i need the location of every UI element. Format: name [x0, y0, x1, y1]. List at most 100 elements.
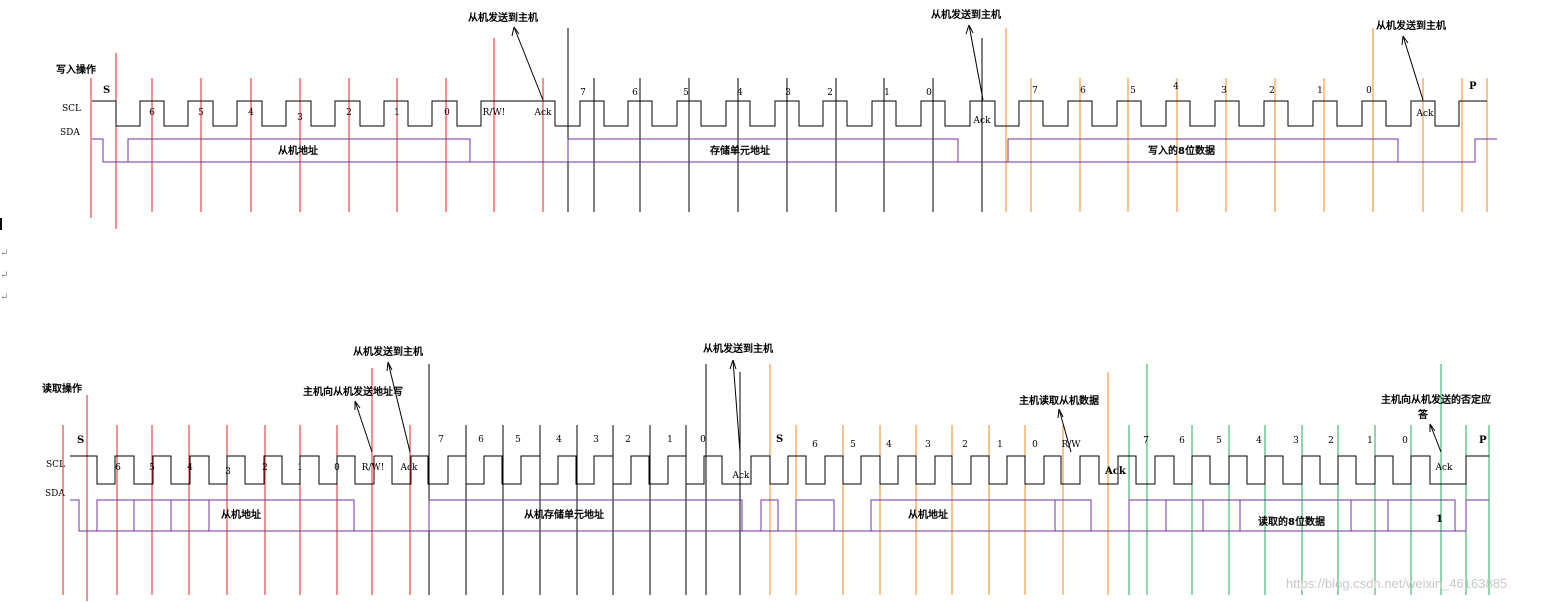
bit-label: 7 — [580, 88, 586, 98]
paragraph-mark: ↵ — [0, 248, 8, 259]
bit-label: Ack — [973, 116, 992, 126]
bit-label: 0 — [334, 463, 340, 473]
bit-label: 4 — [1256, 436, 1262, 446]
sda-baseline — [70, 499, 1489, 532]
annotation-text-line-2: 答 — [1417, 408, 1429, 421]
bit-label: Ack — [534, 108, 553, 118]
bit-label: R/W — [1061, 440, 1081, 450]
read-annotation-master-nack: 主机向从机发送的否定应 答 — [1381, 393, 1491, 453]
read-start-label: S — [77, 435, 84, 446]
bit-label: 0 — [1402, 436, 1408, 446]
write-annotation-ack-2: 从机发送到主机 — [931, 8, 1001, 101]
bit-label: 1 — [1367, 436, 1373, 446]
read-operation-diagram: 读取操作 SCL SDA S S P 6 5 4 3 2 1 0 R/W! Ack 7 6 5 4 3 2 1… — [42, 342, 1491, 601]
bit-label: 7 — [1143, 436, 1149, 446]
bit-label: 2 — [346, 108, 352, 118]
bit-label: 6 — [1179, 436, 1185, 446]
bit-label: Ack — [1435, 463, 1454, 473]
bit-label: 2 — [1328, 436, 1334, 446]
bit-label: 5 — [198, 108, 204, 118]
read-segment-slave-address-2: 从机地址 — [908, 508, 948, 521]
annotation-arrow — [513, 26, 544, 101]
read-guide-lines — [62, 364, 1490, 601]
bit-label: 3 — [1293, 436, 1299, 446]
write-sda-waveform — [92, 138, 1497, 163]
read-annotation-slave-to-master-2: 从机发送到主机 — [703, 342, 773, 453]
read-bit-labels: 6 5 4 3 2 1 0 R/W! Ack 7 6 5 4 3 2 1 0 Ack 6 5 4 3 2 1 0 R/W 7 6 5 4 3… — [115, 435, 1453, 481]
bit-label: R/W! — [483, 108, 506, 118]
sda-segment-read-data — [1128, 499, 1456, 531]
bit-label: 4 — [187, 463, 193, 473]
annotation-text: 从机发送到主机 — [468, 11, 538, 24]
read-nack-value: 1 — [1436, 514, 1443, 525]
bit-label: 1 — [884, 88, 890, 98]
write-segment-data: 写入的8位数据 — [1148, 144, 1215, 157]
annotation-arrow — [1058, 408, 1072, 453]
annotation-arrow — [387, 361, 411, 453]
write-stop-label: P — [1469, 81, 1477, 92]
bit-label: 7 — [1032, 86, 1038, 96]
paragraph-mark: ↵ — [0, 270, 8, 281]
bit-label: 6 — [1080, 86, 1086, 96]
bit-label: 6 — [149, 108, 155, 118]
bit-label: 2 — [962, 440, 968, 450]
bit-label: 3 — [297, 113, 303, 123]
margin-marks: ↵ ↵ ↵ — [0, 218, 8, 303]
arrow-head — [1401, 35, 1409, 46]
write-scl-label: SCL — [62, 104, 81, 114]
bit-label: 1 — [394, 108, 400, 118]
sda-segment-data — [1007, 138, 1399, 162]
write-guide-lines — [90, 28, 1488, 229]
bit-label: 4 — [886, 440, 892, 450]
bit-label: 0 — [1366, 86, 1372, 96]
bit-label: 2 — [625, 435, 631, 445]
bit-label: 3 — [1221, 86, 1227, 96]
bit-label: 2 — [262, 463, 268, 473]
annotation-arrow — [732, 359, 741, 453]
read-segment-data: 读取的8位数据 — [1258, 515, 1325, 528]
bit-label: 0 — [444, 108, 450, 118]
bit-label: R/W! — [362, 463, 385, 473]
annotation-text: 从机发送到主机 — [703, 342, 773, 355]
annotation-arrow — [354, 400, 373, 453]
bit-label: 1 — [997, 440, 1003, 450]
bit-label: 7 — [438, 435, 444, 445]
annotation-text-line-1: 主机向从机发送的否定应 — [1381, 393, 1491, 406]
bit-label: 5 — [149, 463, 155, 473]
annotation-arrow — [1429, 423, 1442, 453]
bit-label: 5 — [683, 88, 689, 98]
write-section-label: 写入操作 — [56, 63, 96, 76]
sda-segment-memory-address — [567, 138, 959, 162]
read-section-label: 读取操作 — [42, 382, 82, 395]
bit-label: 1 — [1317, 86, 1323, 96]
bit-label: 5 — [850, 440, 856, 450]
bit-label: Ack — [1416, 109, 1435, 119]
bit-label: 3 — [925, 440, 931, 450]
read-scl-label: SCL — [46, 460, 65, 470]
write-scl-waveform — [92, 100, 1487, 127]
read-annotation-master-read-data: 主机读取从机数据 — [1019, 394, 1099, 453]
cursor-mark — [0, 218, 2, 230]
bit-label: 4 — [556, 435, 562, 445]
bit-label: 3 — [225, 467, 231, 477]
read-bold-ack-label: Ack — [1104, 466, 1127, 477]
write-sda-label: SDA — [60, 128, 80, 138]
bit-label: 4 — [1173, 82, 1179, 92]
bit-label: Ack — [400, 463, 419, 473]
bit-label: 5 — [1130, 86, 1136, 96]
bit-label: 4 — [737, 88, 743, 98]
annotation-text: 主机向从机发送地址写 — [303, 385, 403, 398]
bit-label: 5 — [515, 435, 521, 445]
arrow-head — [354, 400, 361, 410]
bit-label: 3 — [785, 88, 791, 98]
sda-segment-slave-address — [127, 138, 471, 162]
write-operation-diagram: 写入操作 SCL SDA S P 6 5 4 3 2 1 0 R/W! Ack 7 6 5 4 3 2 1 0 A… — [56, 8, 1497, 229]
bit-label: 0 — [926, 88, 932, 98]
bit-label: 4 — [248, 108, 254, 118]
annotation-text: 主机读取从机数据 — [1019, 394, 1099, 407]
annotation-arrow — [1402, 35, 1424, 101]
bit-label: 1 — [667, 435, 673, 445]
bit-label: 2 — [1269, 86, 1275, 96]
bit-label: 6 — [478, 435, 484, 445]
read-segment-memory-address: 从机存储单元地址 — [524, 508, 604, 521]
